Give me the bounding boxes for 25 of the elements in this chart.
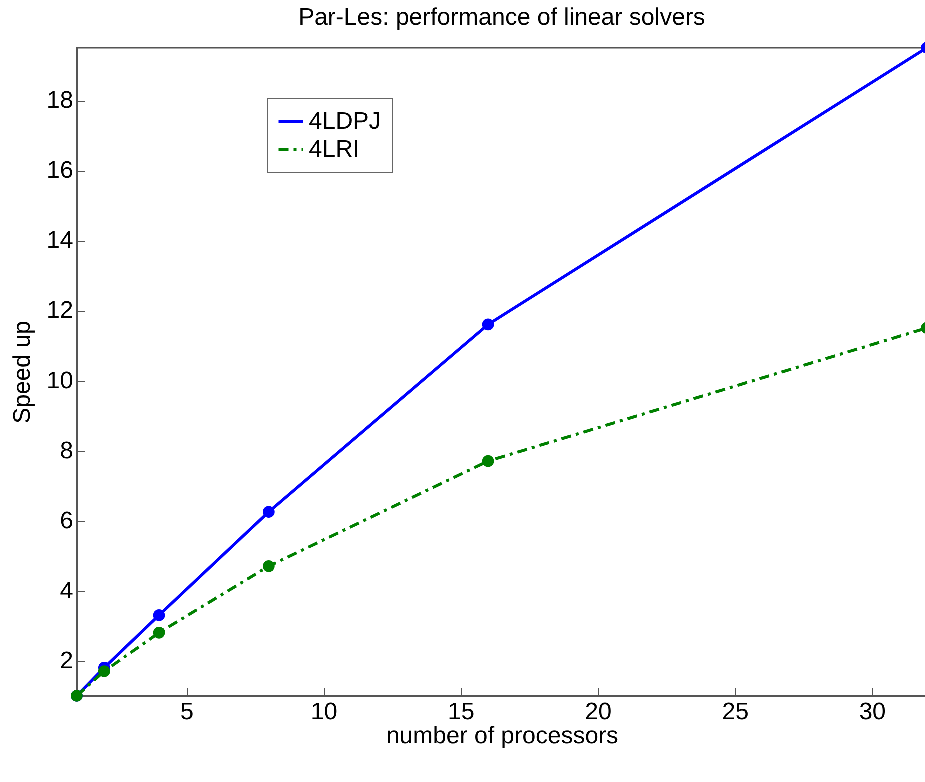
chart-title: Par-Les: performance of linear solvers [298,4,706,32]
x-tick-label: 30 [859,698,886,726]
y-tick-label: 14 [46,227,74,254]
y-tick-label: 10 [46,367,74,394]
y-tick-label: 6 [60,507,74,534]
point [263,560,275,572]
y-tick-label: 12 [46,297,74,324]
legend-label: 4LRI [309,136,360,163]
y-axis-title: Speed up [8,321,36,424]
x-tick-label: 5 [180,698,194,726]
x-tick-label: 15 [448,698,475,726]
x-tick-label: 25 [722,698,749,726]
x-tick-label: 20 [585,698,612,726]
x-axis-title: number of processors [386,722,619,750]
y-tick-label: 4 [60,577,74,604]
point [153,610,166,622]
y-tick-label: 18 [46,87,74,114]
y-tick-label: 16 [46,157,74,184]
y-tick-label: 8 [60,437,74,464]
legend-label: 4LDPJ [309,108,382,135]
point [263,506,275,518]
x-tick-label: 10 [310,698,338,726]
point [153,627,166,639]
point [98,666,110,678]
y-tick-label: 2 [60,647,74,674]
